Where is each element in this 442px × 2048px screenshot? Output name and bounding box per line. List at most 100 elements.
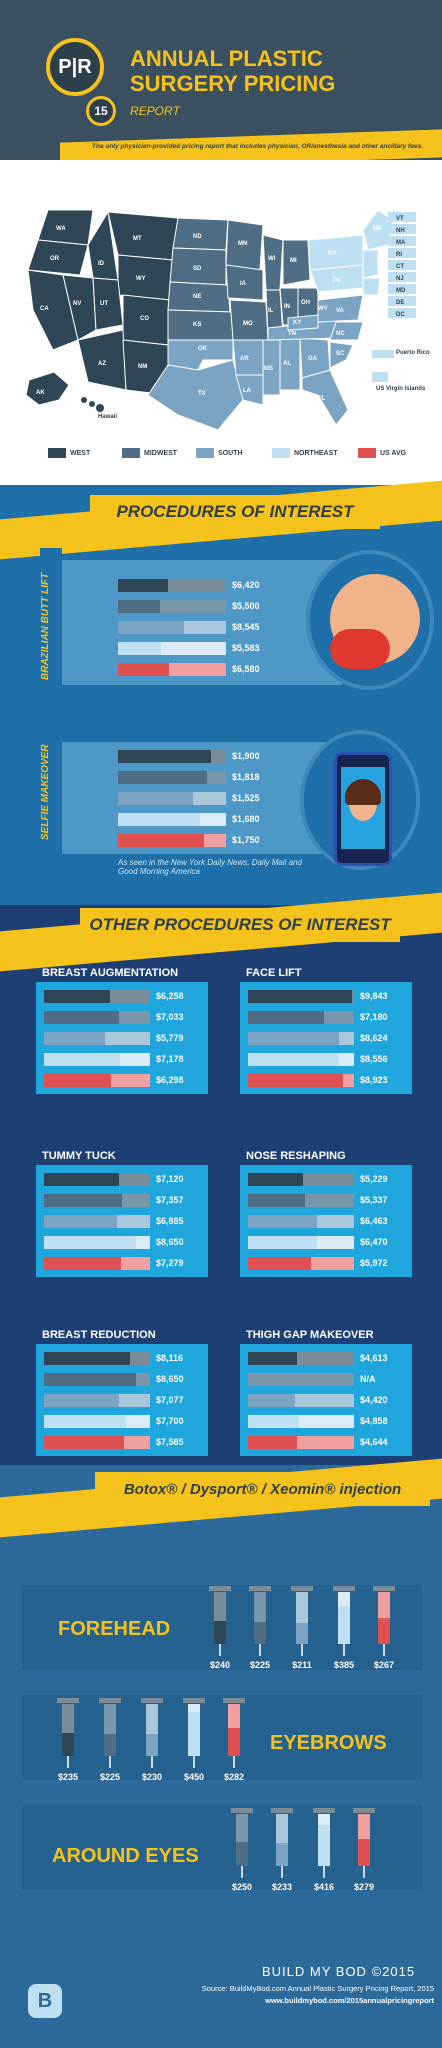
syringe [358,1814,370,1866]
bar-row: $7,700 [44,1415,206,1428]
syringe-price: $211 [292,1660,312,1670]
bar [118,663,169,676]
logo-text: P|R [58,55,92,78]
syringe-fill [338,1606,350,1644]
syringe-fill [254,1622,266,1644]
syringe-price: $385 [333,1660,355,1670]
bar [248,1011,325,1024]
selfie-title: SELFIE MAKEOVER [40,744,51,840]
syringe-plunger [313,1808,335,1813]
syringe-plunger [183,1698,205,1703]
syringe-plunger [249,1586,271,1591]
year-badge: 15 [86,96,116,126]
bar [248,1236,317,1249]
syringe-plunger [373,1586,395,1591]
northeast-state-labels: VT NH MA RI CT NJ MD DE DC [388,212,416,318]
svg-text:ME: ME [373,226,382,232]
svg-text:AR: AR [240,356,249,362]
svg-text:NY: NY [328,251,336,257]
svg-text:KY: KY [293,320,301,326]
syringe [214,1592,226,1644]
syringe-fill [276,1843,288,1866]
syringe-price: $267 [373,1660,395,1670]
bar-row: $6,298 [44,1074,206,1087]
bar-row: $6,420 [118,579,282,592]
bar-row: $7,180 [248,1011,410,1024]
bar [248,1352,297,1365]
bar [248,1394,295,1407]
svg-text:OR: OR [50,256,60,262]
bar [44,1436,125,1449]
legend-northeast: NORTHEAST [272,448,338,458]
syringe [228,1704,240,1756]
bar-row: $7,178 [44,1053,206,1066]
bar [44,1074,111,1087]
bar-row: $7,120 [44,1173,206,1186]
bar-value-label: $5,229 [360,1174,388,1184]
syringe-needle [241,1866,243,1878]
syringe-price: $416 [313,1882,335,1892]
card-title: BREAST REDUCTION [42,1329,156,1341]
bar-value-label: $5,972 [360,1258,388,1268]
bbl-title: BRAZILIAN BUTT LIFT [40,572,51,680]
svg-text:NM: NM [138,364,147,370]
virgin-islands-shape [372,372,388,382]
bar-row: $8,923 [248,1074,410,1087]
bar-row: $7,585 [44,1436,206,1449]
svg-text:WI: WI [268,256,276,262]
svg-text:SC: SC [336,351,345,357]
legend-label: MIDWEST [144,449,178,457]
syringe-price: $450 [183,1772,205,1782]
brand-year: ©2015 [371,1964,416,1979]
svg-text:CO: CO [140,316,149,322]
section-title-procedures: PROCEDURES OF INTEREST [90,495,380,529]
svg-text:ID: ID [98,261,105,267]
bar [118,834,204,847]
legend-swatch [122,448,140,458]
bar [44,1352,131,1365]
svg-text:MT: MT [133,236,142,242]
syringe-needle [323,1866,325,1878]
bar-value-label: $4,858 [360,1416,388,1426]
section-title-injection: Botox® / Dysport® / Xeomin® injection [95,1472,430,1506]
svg-text:NC: NC [336,331,345,337]
svg-text:IL: IL [268,308,274,314]
svg-text:FL: FL [318,396,326,402]
legend-us-avg: US AVG [358,448,406,458]
svg-text:IN: IN [284,304,290,310]
bar-row: $8,650 [44,1373,206,1386]
bar-value-label: N/A [360,1374,376,1384]
syringe-needle [281,1866,283,1878]
bar-row: $6,885 [44,1215,206,1228]
svg-text:DE: DE [396,300,404,306]
bar-row: $7,033 [44,1011,206,1024]
bar-value-label: $6,258 [156,991,184,1001]
selfie-side [40,732,62,862]
bar-value-label: $6,463 [360,1216,388,1226]
bar-value-label: $5,779 [156,1033,184,1043]
card-title: NOSE RESHAPING [246,1150,346,1162]
svg-text:WA: WA [56,226,66,232]
eyebrows-panel [22,1695,422,1780]
svg-text:NJ: NJ [396,276,404,282]
page-title: ANNUAL PLASTIC SURGERY PRICING [130,46,336,96]
syringe-fill [104,1734,116,1756]
syringe-price: $225 [249,1660,271,1670]
bar-row: $1,900 [118,750,282,763]
svg-text:MO: MO [243,321,253,327]
syringe-plunger [209,1586,231,1591]
bar-row: $5,337 [248,1194,410,1207]
syringe [338,1592,350,1644]
syringe-plunger [333,1586,355,1591]
svg-text:NV: NV [73,301,81,307]
bar-row: $8,650 [44,1236,206,1249]
bar-row: $6,463 [248,1215,410,1228]
bar-value-label: $6,420 [232,580,260,590]
bar-value-label: $8,923 [360,1075,388,1085]
bar-value-label: $6,885 [156,1216,184,1226]
bar [44,1011,119,1024]
syringe-price: $235 [57,1772,79,1782]
bar [248,990,353,1003]
legend-south: SOUTH [196,448,243,458]
bar-value-label: $5,583 [232,643,260,653]
